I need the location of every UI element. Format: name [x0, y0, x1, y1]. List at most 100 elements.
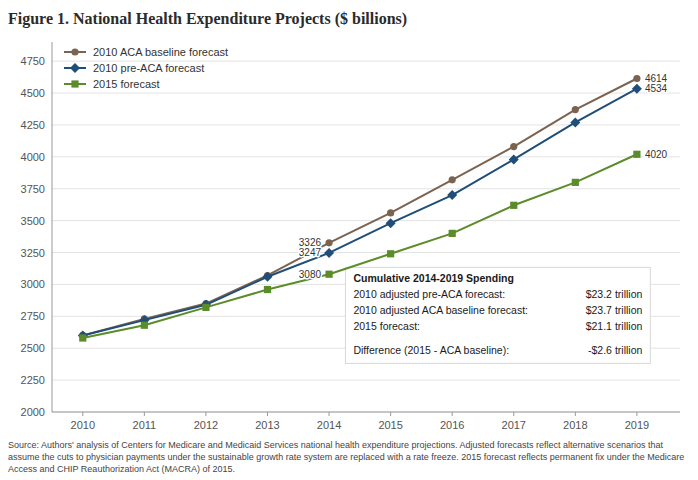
x-tick — [82, 412, 83, 416]
point — [202, 304, 209, 311]
annotation: 3247 — [299, 247, 322, 258]
legend-marker — [71, 80, 78, 87]
point — [510, 202, 517, 209]
y-tick-label: 4750 — [21, 55, 45, 67]
grid — [52, 61, 680, 412]
annotation: 4020 — [645, 149, 668, 160]
legend: 2010 ACA baseline forecast 2010 pre-ACA f… — [64, 46, 228, 90]
source-line: Source: Authors' analysis of Centers for… — [8, 440, 664, 450]
text-box-value: $23.2 trillion — [586, 288, 643, 300]
x-tick — [267, 412, 268, 416]
point — [387, 209, 394, 216]
x-tick — [636, 412, 637, 416]
text-box: Cumulative 2014-2019 Spending 2010 adjust… — [345, 267, 650, 363]
chart: Figure 1. National Health Expenditure Pr… — [0, 0, 698, 480]
point — [633, 75, 640, 82]
grid-line — [52, 252, 680, 253]
point — [572, 179, 579, 186]
y-tick-label: 2500 — [21, 342, 45, 354]
point — [510, 143, 517, 150]
title: Figure 1. National Health Expenditure Pr… — [8, 10, 407, 28]
series — [79, 151, 640, 342]
grid-line — [52, 412, 680, 413]
text-box-label: 2010 adjusted ACA baseline forecast: — [353, 304, 528, 316]
point — [632, 84, 642, 94]
point — [79, 334, 86, 341]
point — [449, 176, 456, 183]
legend-label: 2010 pre-ACA forecast — [93, 62, 204, 74]
y-tick-label: 3000 — [21, 278, 45, 290]
x-tick — [575, 412, 576, 416]
y-tick-label: 2000 — [21, 406, 45, 418]
text-box-label: 2015 forecast: — [353, 320, 420, 332]
point — [449, 230, 456, 237]
grid-line — [52, 188, 680, 189]
series-line — [83, 89, 637, 336]
point — [570, 117, 580, 127]
x-tick-label: 2010 — [71, 419, 95, 431]
x-tick — [205, 412, 206, 416]
text-box-title: Cumulative 2014-2019 Spending — [353, 272, 513, 284]
legend-label: 2010 ACA baseline forecast — [93, 46, 228, 58]
point — [324, 248, 334, 258]
legend-marker — [71, 48, 78, 55]
grid-line — [52, 220, 680, 221]
x-tick-label: 2019 — [625, 419, 649, 431]
x-tick-label: 2015 — [378, 419, 402, 431]
grid-line — [52, 124, 680, 125]
y-tick-label: 2750 — [21, 310, 45, 322]
grid-line — [52, 380, 680, 381]
point — [262, 272, 272, 282]
y-tick-label: 3250 — [21, 247, 45, 259]
x-tick — [390, 412, 391, 416]
y-tick-label: 3750 — [21, 183, 45, 195]
legend-label: 2015 forecast — [93, 78, 160, 90]
annotation: 4534 — [645, 83, 668, 94]
text-box-value: -$2.6 trillion — [588, 344, 642, 356]
annotations: 332632473080461445344020 — [299, 73, 668, 280]
annotation: 3080 — [299, 269, 322, 280]
point — [141, 322, 148, 329]
text-box-label: Difference (2015 - ACA baseline): — [353, 344, 509, 356]
source: Source: Authors' analysis of Centers for… — [8, 440, 684, 474]
series — [78, 84, 642, 341]
grid-line — [52, 93, 680, 94]
x-tick — [329, 412, 330, 416]
y-tick-label: 4500 — [21, 87, 45, 99]
point — [633, 151, 640, 158]
y-axis-line — [52, 42, 53, 412]
x-tick — [513, 412, 514, 416]
y-tick-label: 3500 — [21, 215, 45, 227]
series-line — [83, 154, 637, 338]
point — [325, 271, 332, 278]
y-tick-label: 4000 — [21, 151, 45, 163]
source-line: assume the cuts to physician payments un… — [8, 452, 684, 462]
x-tick-label: 2016 — [440, 419, 464, 431]
text-box-frame — [345, 267, 650, 363]
series — [79, 75, 640, 339]
point — [572, 106, 579, 113]
x-tick — [144, 412, 145, 416]
text-box-value: $23.7 trillion — [586, 304, 643, 316]
x-tick-label: 2012 — [194, 419, 218, 431]
y-tick-label: 4250 — [21, 119, 45, 131]
x-axis-line — [52, 412, 680, 413]
legend-marker — [70, 63, 80, 73]
x-tick-label: 2011 — [133, 419, 157, 431]
series-line — [83, 78, 637, 335]
source-line: Access and CHIP Reauthorization Act (MAC… — [8, 464, 235, 474]
point — [264, 286, 271, 293]
y-axis: 2000 2250 2500 2750 3000 3250 3500 3750 4000 4250… — [21, 42, 52, 418]
x-tick-label: 2014 — [317, 419, 341, 431]
source-group: Source: Authors' analysis of Centers for… — [8, 440, 684, 474]
text-box-label: 2010 adjusted pre-ACA forecast: — [353, 288, 505, 300]
x-tick-label: 2018 — [563, 419, 587, 431]
point — [447, 190, 457, 200]
x-axis: 2010201120122013201420152016201720182019 — [52, 412, 680, 431]
point — [325, 239, 332, 246]
y-tick-label: 2250 — [21, 374, 45, 386]
point — [509, 154, 519, 164]
x-tick — [452, 412, 453, 416]
x-tick-label: 2017 — [502, 419, 526, 431]
grid-line — [52, 156, 680, 157]
